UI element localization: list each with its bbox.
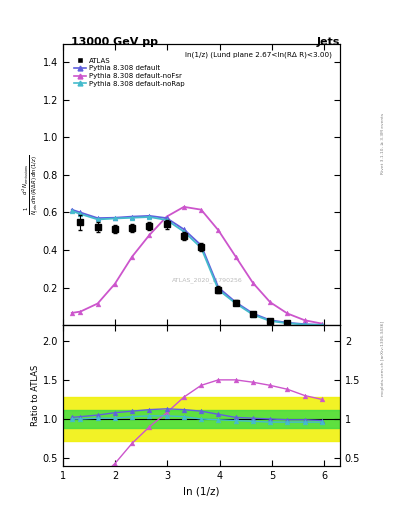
Y-axis label: $\frac{1}{N_{jets}}\frac{d^2 N_{emissions}}{d\ln(R/\Delta R)\,d\ln(1/z)}$: $\frac{1}{N_{jets}}\frac{d^2 N_{emission… <box>21 154 41 215</box>
Legend: ATLAS, Pythia 8.308 default, Pythia 8.308 default-noFsr, Pythia 8.308 default-no: ATLAS, Pythia 8.308 default, Pythia 8.30… <box>72 55 187 89</box>
Text: ATLAS_2020_I1790256: ATLAS_2020_I1790256 <box>172 277 242 283</box>
X-axis label: ln (1/z): ln (1/z) <box>183 486 220 496</box>
Y-axis label: Ratio to ATLAS: Ratio to ATLAS <box>31 365 40 426</box>
Bar <box>63 397 340 441</box>
Text: 13000 GeV pp: 13000 GeV pp <box>71 37 158 47</box>
Text: mcplots.cern.ch [arXiv:1306.3436]: mcplots.cern.ch [arXiv:1306.3436] <box>381 321 385 396</box>
Text: Jets: Jets <box>317 37 340 47</box>
Bar <box>63 410 340 429</box>
Text: Rivet 3.1.10, ≥ 3.3M events: Rivet 3.1.10, ≥ 3.3M events <box>381 113 385 174</box>
Text: ln(1/z) (Lund plane 2.67<ln(RΔ R)<3.00): ln(1/z) (Lund plane 2.67<ln(RΔ R)<3.00) <box>185 52 332 58</box>
